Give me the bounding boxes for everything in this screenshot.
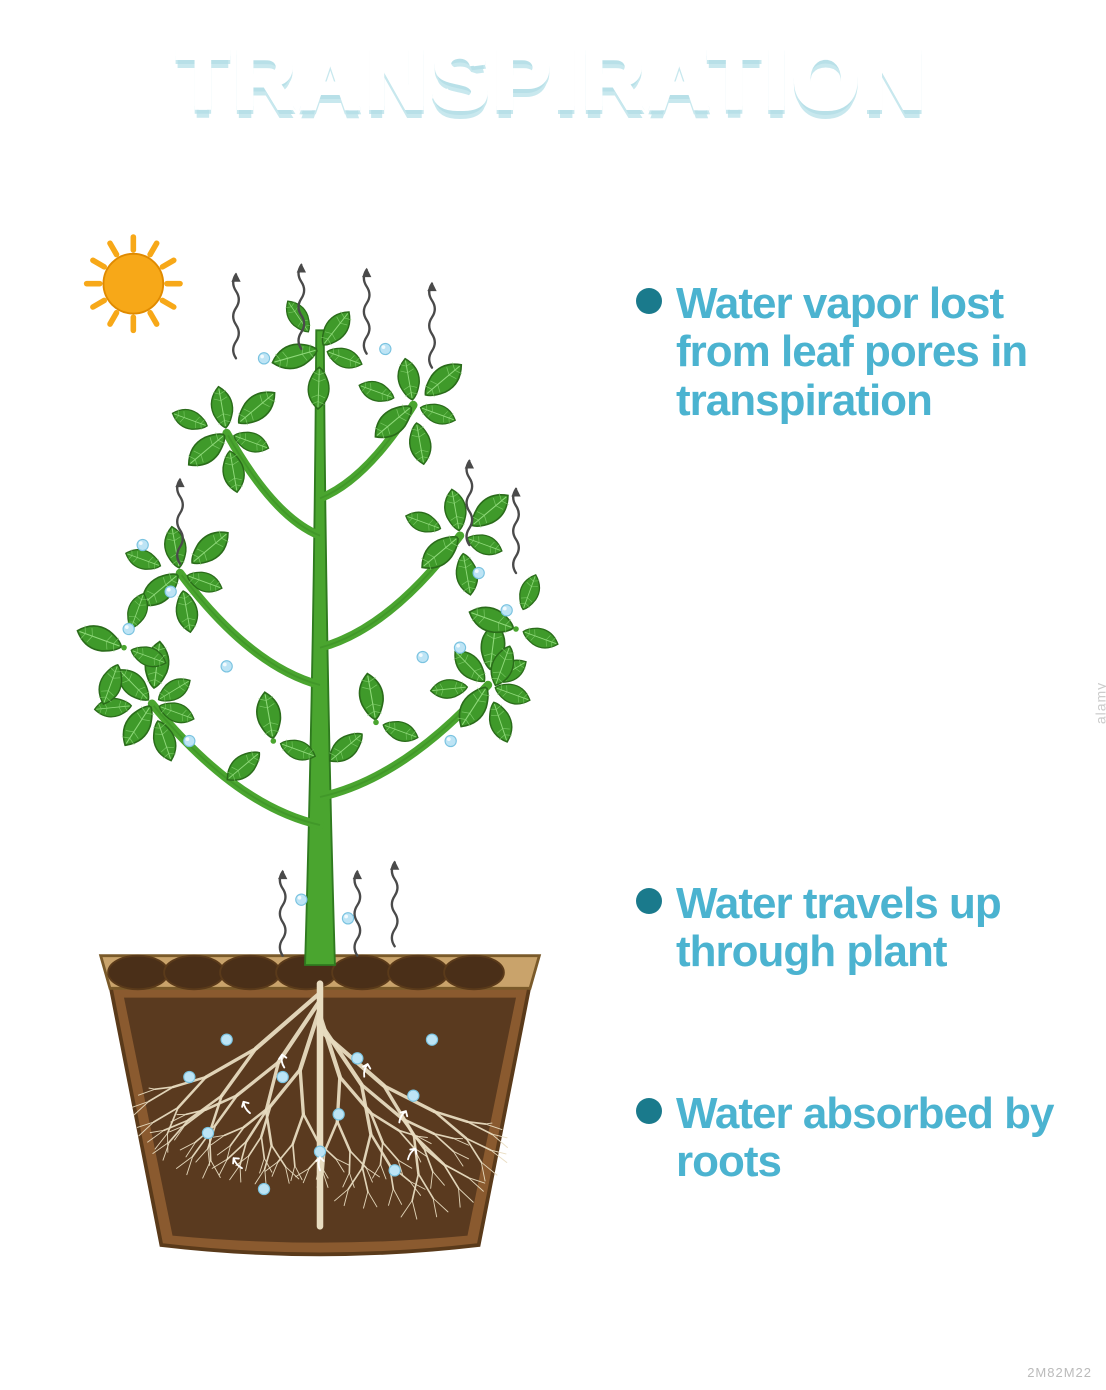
bullet-icon <box>636 1098 662 1124</box>
bullet-icon <box>636 888 662 914</box>
legend-item-roots: Water absorbed by roots <box>636 1090 1076 1187</box>
page-title: TRANSPIRATION <box>0 30 1106 129</box>
legend-text: Water vapor lost from leaf pores in tran… <box>676 280 1076 425</box>
watermark-brand: alamy <box>1092 682 1106 724</box>
legend-item-vapor: Water vapor lost from leaf pores in tran… <box>636 280 1076 425</box>
legend-text: Water absorbed by roots <box>676 1090 1076 1187</box>
transpiration-diagram <box>40 180 600 1330</box>
legend-text: Water travels up through plant <box>676 880 1076 977</box>
bullet-icon <box>636 288 662 314</box>
legend-item-travel: Water travels up through plant <box>636 880 1076 977</box>
watermark-code: 2M82M22 <box>1027 1365 1092 1380</box>
